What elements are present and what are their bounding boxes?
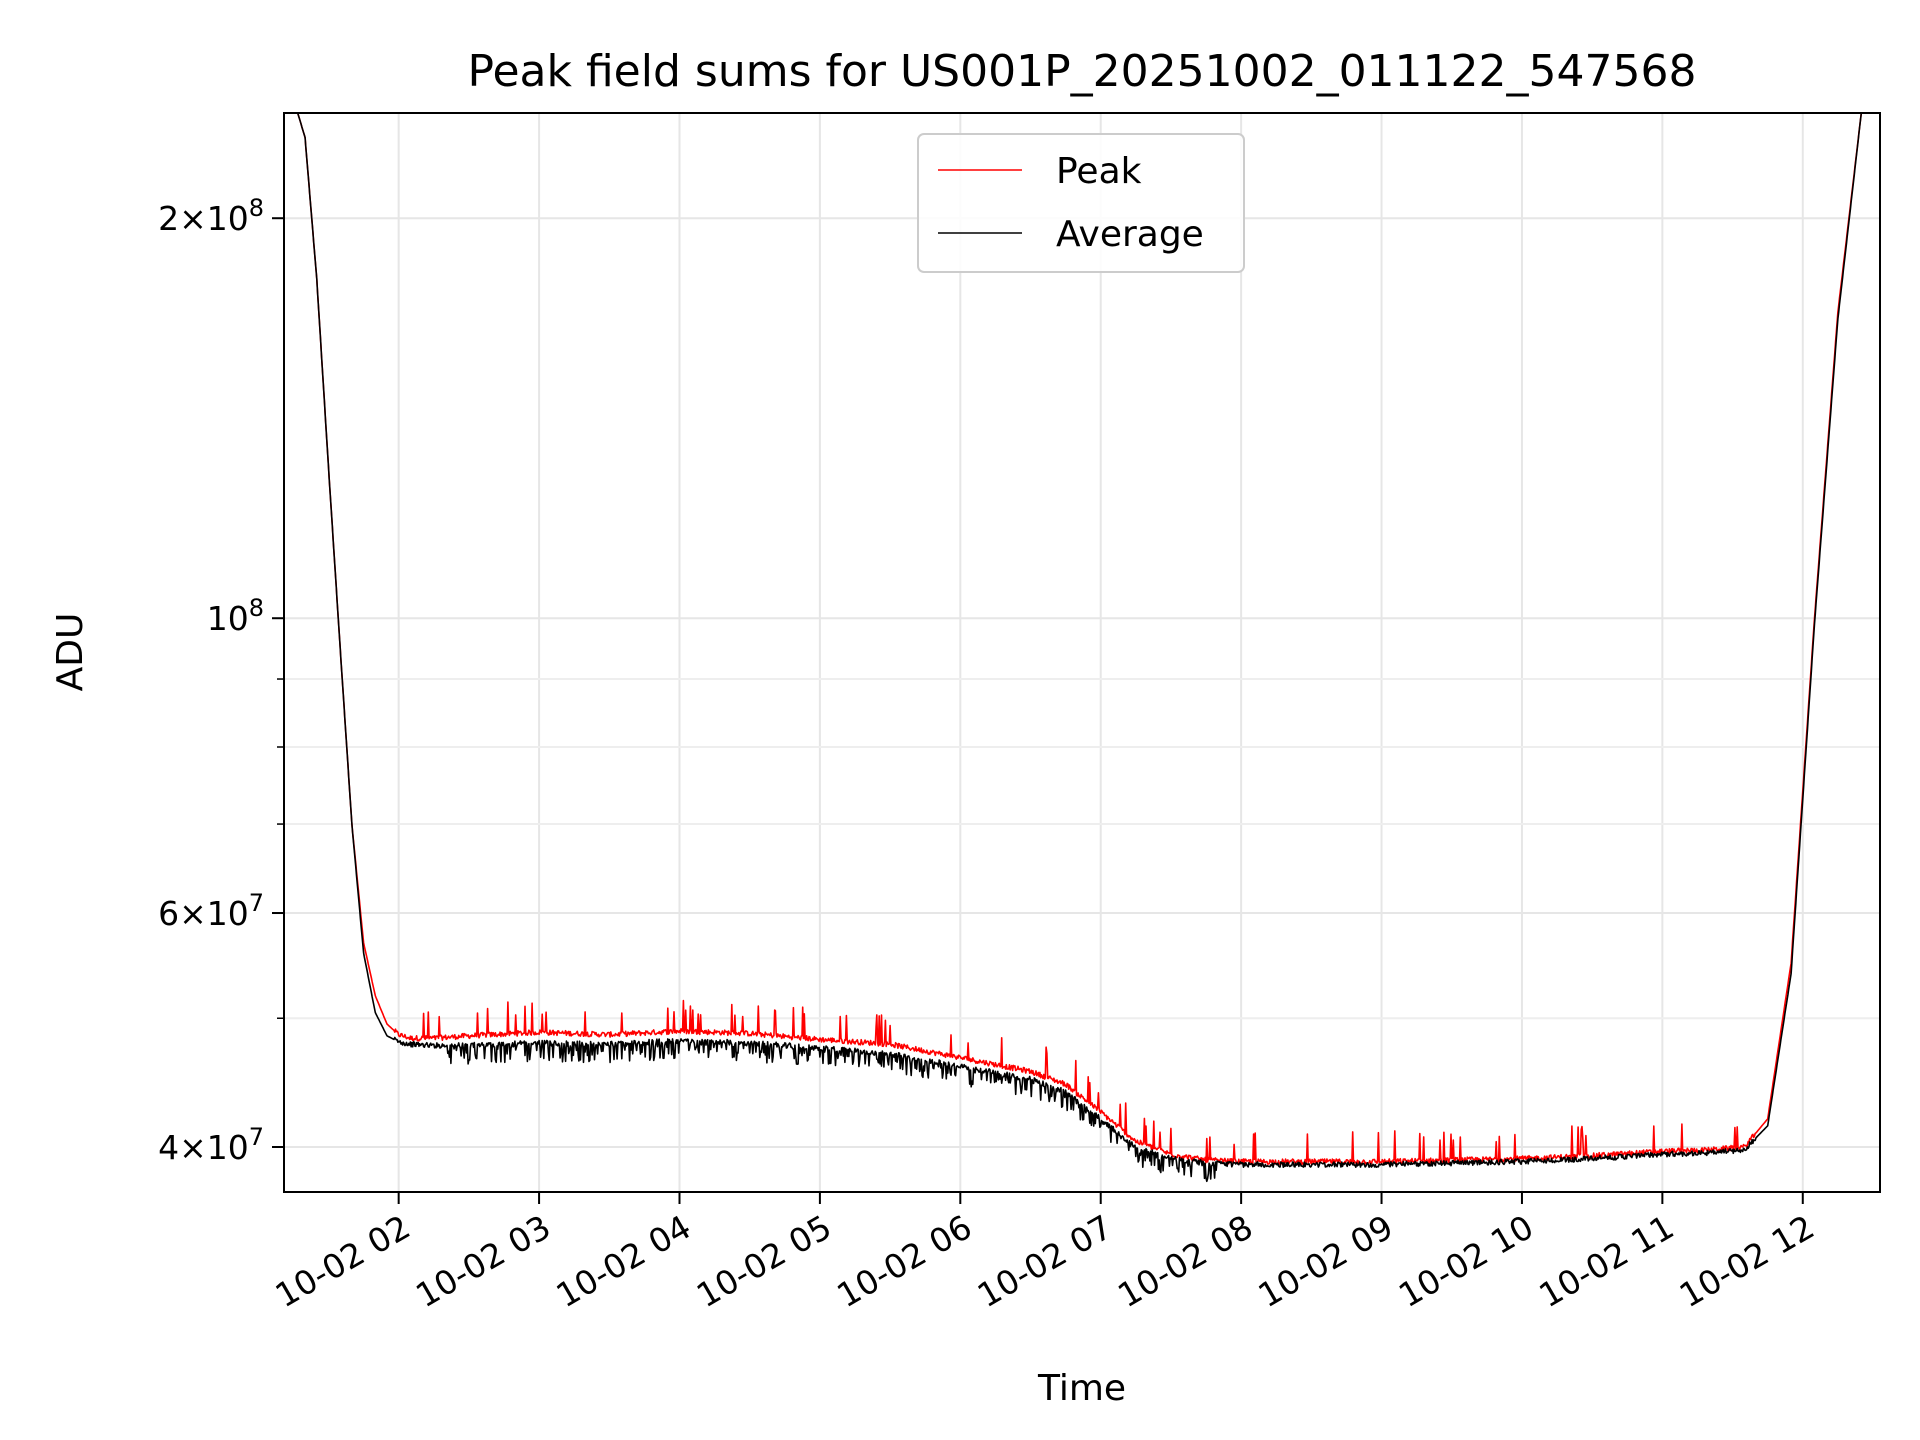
- series-layer: [296, 113, 1863, 1183]
- y-tick-times: ×: [179, 894, 207, 933]
- legend-box: [917, 133, 1245, 273]
- legend: Peak Average: [917, 133, 1245, 273]
- y-tick-label: 4×107: [158, 1123, 264, 1167]
- y-tick-mantissa: 4: [158, 1128, 179, 1167]
- y-tick-exponent: 8: [249, 194, 264, 222]
- series-line-average: [296, 113, 1863, 1183]
- chart-title: Peak field sums for US001P_20251002_0111…: [468, 46, 1697, 97]
- y-tick-label: 108: [207, 594, 264, 638]
- y-tick-base: 10: [207, 199, 249, 238]
- y-tick-exponent: 8: [249, 594, 264, 622]
- y-tick-base: 10: [207, 894, 249, 933]
- plot-frame: [283, 112, 1881, 1193]
- y-tick-label: 6×107: [158, 889, 264, 933]
- y-axis-label: ADU: [50, 613, 91, 692]
- y-tick-exponent: 7: [249, 1123, 264, 1151]
- y-tick-mantissa: 2: [158, 199, 179, 238]
- y-tick-mantissa: 6: [158, 894, 179, 933]
- y-tick-times: ×: [179, 199, 207, 238]
- legend-label-average: Average: [1056, 214, 1204, 255]
- y-tick-times: ×: [179, 1128, 207, 1167]
- y-tick-base: 10: [207, 1128, 249, 1167]
- y-tick-exponent: 7: [249, 889, 264, 917]
- legend-label-peak: Peak: [1056, 151, 1142, 192]
- x-axis-label: Time: [1037, 1368, 1126, 1409]
- y-tick-label: 2×108: [158, 194, 264, 238]
- series-line-peak: [296, 113, 1863, 1166]
- y-tick-base: 10: [207, 599, 249, 638]
